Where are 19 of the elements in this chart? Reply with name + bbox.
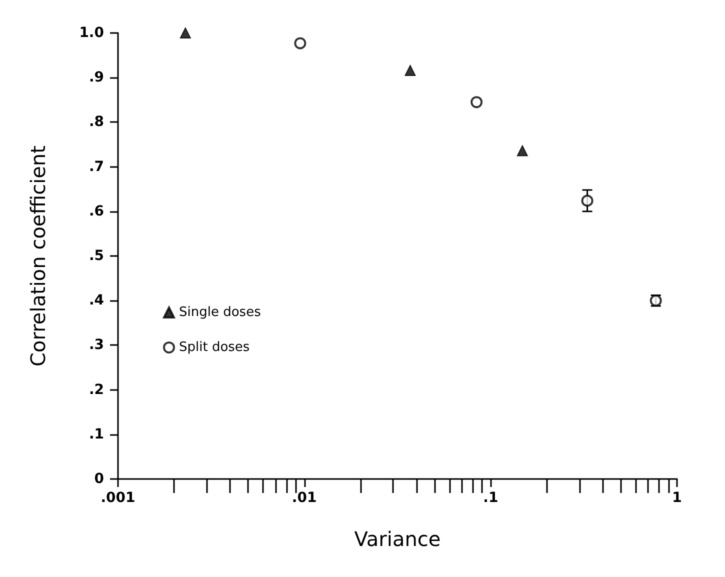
x-tick-label: .01: [292, 490, 317, 506]
y-tick-label: .6: [88, 203, 104, 220]
y-tick-label: .9: [88, 70, 104, 86]
y-tick-label: .7: [88, 158, 104, 175]
y-tick-label: .8: [88, 114, 104, 130]
y-tick-label: .2: [88, 382, 104, 398]
x-axis-title: Variance: [354, 527, 441, 551]
x-tick-label: 1: [672, 490, 682, 506]
y-tick-label: .5: [88, 248, 104, 264]
x-tick-label: .1: [483, 490, 498, 506]
y-tick-label: .1: [88, 426, 104, 442]
y-tick-label: .3: [88, 337, 104, 354]
x-tick-label: .001: [100, 490, 136, 506]
legend-label: Single doses: [179, 305, 262, 320]
y-tick-label: 0: [94, 471, 104, 487]
y-tick-label: 1.0: [79, 25, 104, 41]
y-axis-title: Correlation coefficient: [26, 145, 50, 366]
legend-label: Split doses: [179, 340, 250, 355]
y-tick-label: .4: [88, 292, 104, 309]
